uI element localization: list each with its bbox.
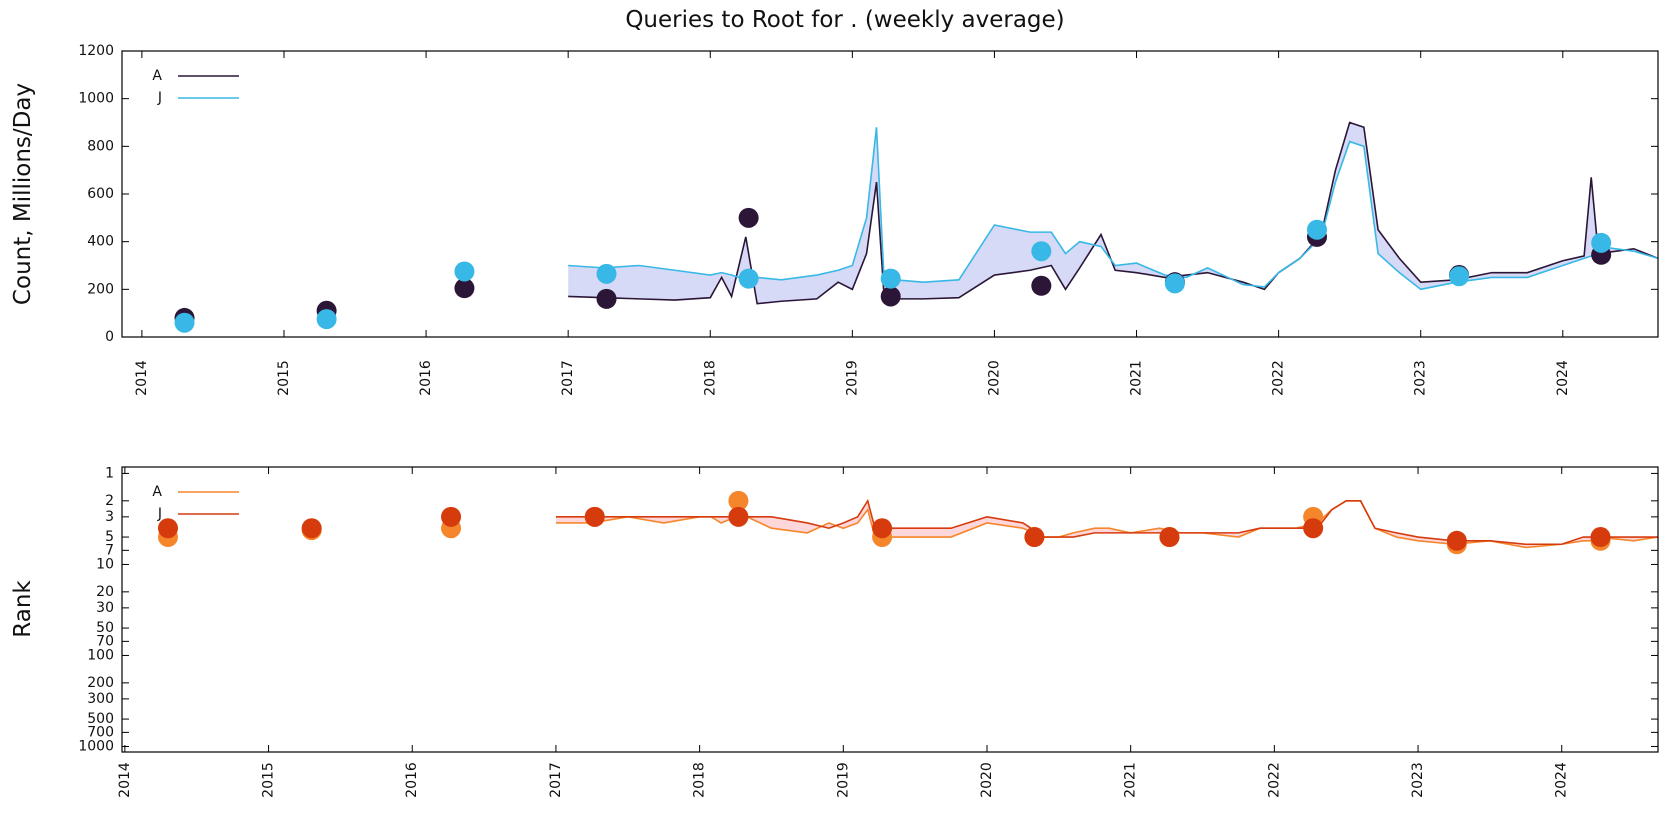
annual-point <box>1306 219 1327 240</box>
x-tick-label: 2024 <box>1554 762 1570 798</box>
annual-point <box>316 309 337 330</box>
x-tick-label: 2015 <box>261 762 277 798</box>
y-axis-label: Rank <box>10 580 36 638</box>
legend-label: J <box>157 506 162 522</box>
range-band <box>555 500 1658 548</box>
y-tick-label: 500 <box>87 711 114 727</box>
plot-frame <box>121 466 1659 753</box>
y-tick-label: 800 <box>87 138 114 154</box>
y-tick-label: 300 <box>87 691 114 707</box>
annual-point <box>1159 527 1180 548</box>
y-tick-label: 400 <box>87 234 114 250</box>
series-line <box>568 127 1659 291</box>
x-tick-label: 2021 <box>1123 762 1139 798</box>
annual-point <box>174 312 195 333</box>
annual-point <box>454 278 475 299</box>
x-tick-label: 2018 <box>692 762 708 798</box>
x-tick-label: 2020 <box>986 360 1002 396</box>
annual-point <box>872 518 893 539</box>
range-band <box>568 122 1658 304</box>
y-tick-label: 70 <box>96 633 114 649</box>
annual-point <box>738 268 759 289</box>
annual-point <box>1031 275 1052 296</box>
chart-title: Queries to Root for . (weekly average) <box>625 7 1064 33</box>
annual-point <box>738 207 759 228</box>
x-tick-label: 2023 <box>1410 762 1426 798</box>
annual-point <box>301 518 322 539</box>
y-tick-label: 3 <box>105 509 114 525</box>
x-tick-label: 2017 <box>560 360 576 396</box>
annual-point <box>728 490 749 511</box>
y-tick-label: 1000 <box>78 738 114 754</box>
annual-point <box>880 268 901 289</box>
plot-frame <box>121 50 1659 338</box>
x-tick-label: 2018 <box>702 360 718 396</box>
y-tick-label: 100 <box>87 647 114 663</box>
annual-point <box>441 506 462 527</box>
y-tick-label: 1000 <box>78 91 114 107</box>
x-tick-label: 2021 <box>1129 360 1145 396</box>
annual-point <box>584 506 605 527</box>
y-tick-label: 50 <box>96 620 114 636</box>
annual-point <box>1024 527 1045 548</box>
y-tick-label: 30 <box>96 600 114 616</box>
x-tick-label: 2017 <box>548 762 564 798</box>
y-tick-label: 0 <box>105 329 114 345</box>
y-tick-label: 600 <box>87 186 114 202</box>
legend-label: A <box>152 484 162 500</box>
y-tick-label: 700 <box>87 724 114 740</box>
annual-point <box>1590 527 1611 548</box>
annual-point <box>596 263 617 284</box>
y-tick-label: 5 <box>105 529 114 545</box>
legend-label: J <box>157 90 162 106</box>
annual-point <box>1303 518 1324 539</box>
y-tick-label: 200 <box>87 281 114 297</box>
x-tick-label: 2019 <box>835 762 851 798</box>
annual-point <box>1449 266 1470 287</box>
legend-label: A <box>152 68 162 84</box>
x-tick-label: 2019 <box>844 360 860 396</box>
annual-point <box>1446 530 1467 551</box>
annual-point <box>1031 241 1052 262</box>
annual-point <box>157 518 178 539</box>
annual-point <box>1164 273 1185 294</box>
x-tick-label: 2022 <box>1266 762 1282 798</box>
y-tick-label: 1 <box>105 465 114 481</box>
x-tick-label: 2016 <box>418 360 434 396</box>
y-tick-label: 7 <box>105 542 114 558</box>
y-tick-label: 1200 <box>78 43 114 59</box>
annual-point <box>1591 232 1612 253</box>
x-tick-label: 2023 <box>1413 360 1429 396</box>
x-tick-label: 2016 <box>404 762 420 798</box>
y-tick-label: 200 <box>87 675 114 691</box>
y-tick-label: 20 <box>96 584 114 600</box>
x-tick-label: 2022 <box>1271 360 1287 396</box>
x-tick-label: 2020 <box>979 762 995 798</box>
x-tick-label: 2014 <box>117 762 133 798</box>
y-axis-label: Count, Millions/Day <box>10 83 36 305</box>
x-tick-label: 2014 <box>134 360 150 396</box>
x-tick-label: 2024 <box>1555 360 1571 396</box>
x-tick-label: 2015 <box>276 360 292 396</box>
y-tick-label: 10 <box>96 556 114 572</box>
annual-point <box>454 261 475 282</box>
annual-point <box>728 506 749 527</box>
annual-point <box>880 286 901 307</box>
y-tick-label: 2 <box>105 493 114 509</box>
annual-point <box>596 288 617 309</box>
